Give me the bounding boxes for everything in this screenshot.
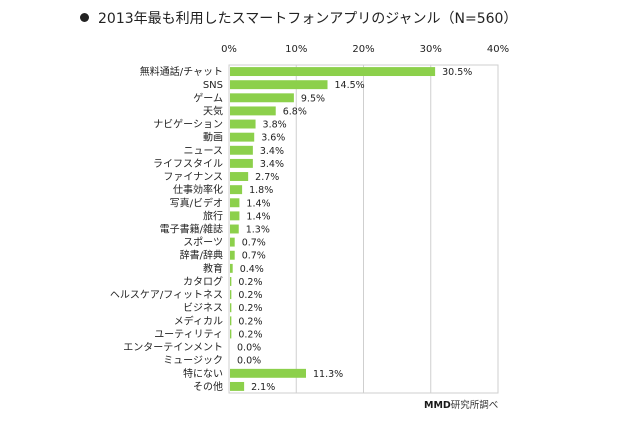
bar: [230, 198, 240, 208]
category-label: その他: [193, 380, 223, 393]
category-label: 無料通話/チャット: [140, 65, 223, 78]
category-label: ライフスタイル: [153, 158, 223, 170]
chart-title: 2013年最も利用したスマートフォンアプリのジャンル（N=560）: [80, 8, 517, 28]
source-brand: MMD: [424, 400, 451, 411]
value-label: 2.1%: [251, 382, 275, 393]
value-label: 1.4%: [246, 211, 270, 222]
value-label: 0.0%: [237, 356, 261, 367]
bar: [230, 368, 306, 378]
value-label: 11.3%: [313, 369, 343, 380]
value-label: 1.4%: [246, 198, 270, 209]
bar: [230, 237, 235, 247]
source-text: 研究所調べ: [450, 400, 499, 411]
value-label: 9.5%: [301, 93, 325, 104]
category-label: エンターテインメント: [123, 342, 223, 354]
bar: [230, 132, 255, 142]
grid: [228, 64, 499, 394]
value-label: 3.4%: [260, 159, 284, 170]
category-label: ユーティリティ: [154, 329, 223, 340]
value-labels: 30.5% 14.5% 9.5% 6.8% 3.8% 3.6% 3.4% 3.4% 2.7% 1.…: [237, 67, 472, 393]
category-labels: 無料通話/チャット SNSゲーム天気ナビゲーション動画ニュースライフスタイルファイ…: [110, 65, 223, 393]
category-label: ミュージック: [163, 355, 223, 367]
category-label: ニュース: [184, 146, 224, 157]
value-label: 1.8%: [249, 185, 273, 196]
value-label: 3.4%: [260, 146, 284, 157]
value-label: 0.2%: [238, 303, 262, 314]
category-label: 辞書/辞典: [180, 249, 223, 262]
value-label: 0.2%: [238, 290, 262, 301]
bar: [230, 329, 232, 339]
x-tick-label: 0%: [221, 44, 237, 55]
bar: [230, 224, 239, 234]
category-label: スポーツ: [183, 237, 223, 249]
bar: [230, 172, 249, 181]
category-label: 動画: [203, 131, 223, 144]
category-label: 旅行: [203, 209, 223, 222]
bar: [230, 263, 233, 273]
bar: [230, 185, 243, 195]
bar: [230, 119, 256, 129]
x-tick-label: 10%: [285, 44, 307, 55]
category-label: 仕事効率化: [173, 183, 223, 196]
bar: [230, 145, 253, 155]
value-label: 1.3%: [246, 225, 270, 236]
bar: [230, 381, 245, 391]
category-label: ナビゲーション: [153, 119, 223, 131]
category-label: 電子書籍/雑誌: [160, 223, 223, 236]
value-label: 0.0%: [237, 343, 261, 354]
category-label: カタログ: [183, 275, 223, 288]
category-label: 天気: [203, 104, 223, 117]
category-label: ヘルスケア/フィットネス: [110, 289, 223, 301]
category-label: 写真/ビデオ: [170, 196, 223, 209]
bar: [230, 316, 232, 326]
value-label: 6.8%: [283, 106, 307, 117]
bar: [230, 67, 436, 77]
category-label: ファイナンス: [163, 171, 223, 183]
bar: [230, 158, 253, 168]
source-credit: MMD研究所調べ: [424, 397, 498, 411]
value-label: 3.8%: [263, 120, 287, 131]
category-label: ビジネス: [183, 302, 223, 314]
x-tick-label: 20%: [352, 44, 374, 55]
category-label: 教育: [203, 262, 223, 275]
x-tick-labels: 0% 10% 20% 30% 40%: [221, 44, 509, 55]
bar: [230, 277, 232, 286]
category-label: SNS: [203, 80, 223, 91]
bar: [230, 106, 276, 116]
value-label: 30.5%: [442, 67, 472, 78]
bar: [230, 290, 232, 300]
x-tick-label: 40%: [487, 44, 509, 55]
bars: [230, 67, 436, 391]
value-label: 3.6%: [261, 133, 285, 144]
value-label: 14.5%: [335, 80, 365, 91]
value-label: 0.7%: [242, 251, 266, 262]
chart-title-text: 2013年最も利用したスマートフォンアプリのジャンル（N=560）: [98, 11, 518, 27]
bar: [230, 250, 235, 260]
bar: [230, 211, 240, 221]
category-label: 特にない: [183, 368, 223, 380]
bar: [230, 93, 294, 103]
category-label: メディカル: [174, 314, 223, 327]
bullet-icon: [80, 13, 89, 22]
x-tick-label: 30%: [420, 44, 442, 55]
value-label: 0.4%: [240, 264, 264, 275]
bar: [230, 303, 232, 313]
value-label: 0.2%: [238, 329, 262, 340]
category-label: ゲーム: [193, 92, 223, 104]
value-label: 0.2%: [238, 277, 262, 288]
value-label: 0.2%: [238, 316, 262, 327]
value-label: 0.7%: [242, 238, 266, 249]
bar: [230, 80, 328, 90]
value-label: 2.7%: [255, 172, 279, 183]
